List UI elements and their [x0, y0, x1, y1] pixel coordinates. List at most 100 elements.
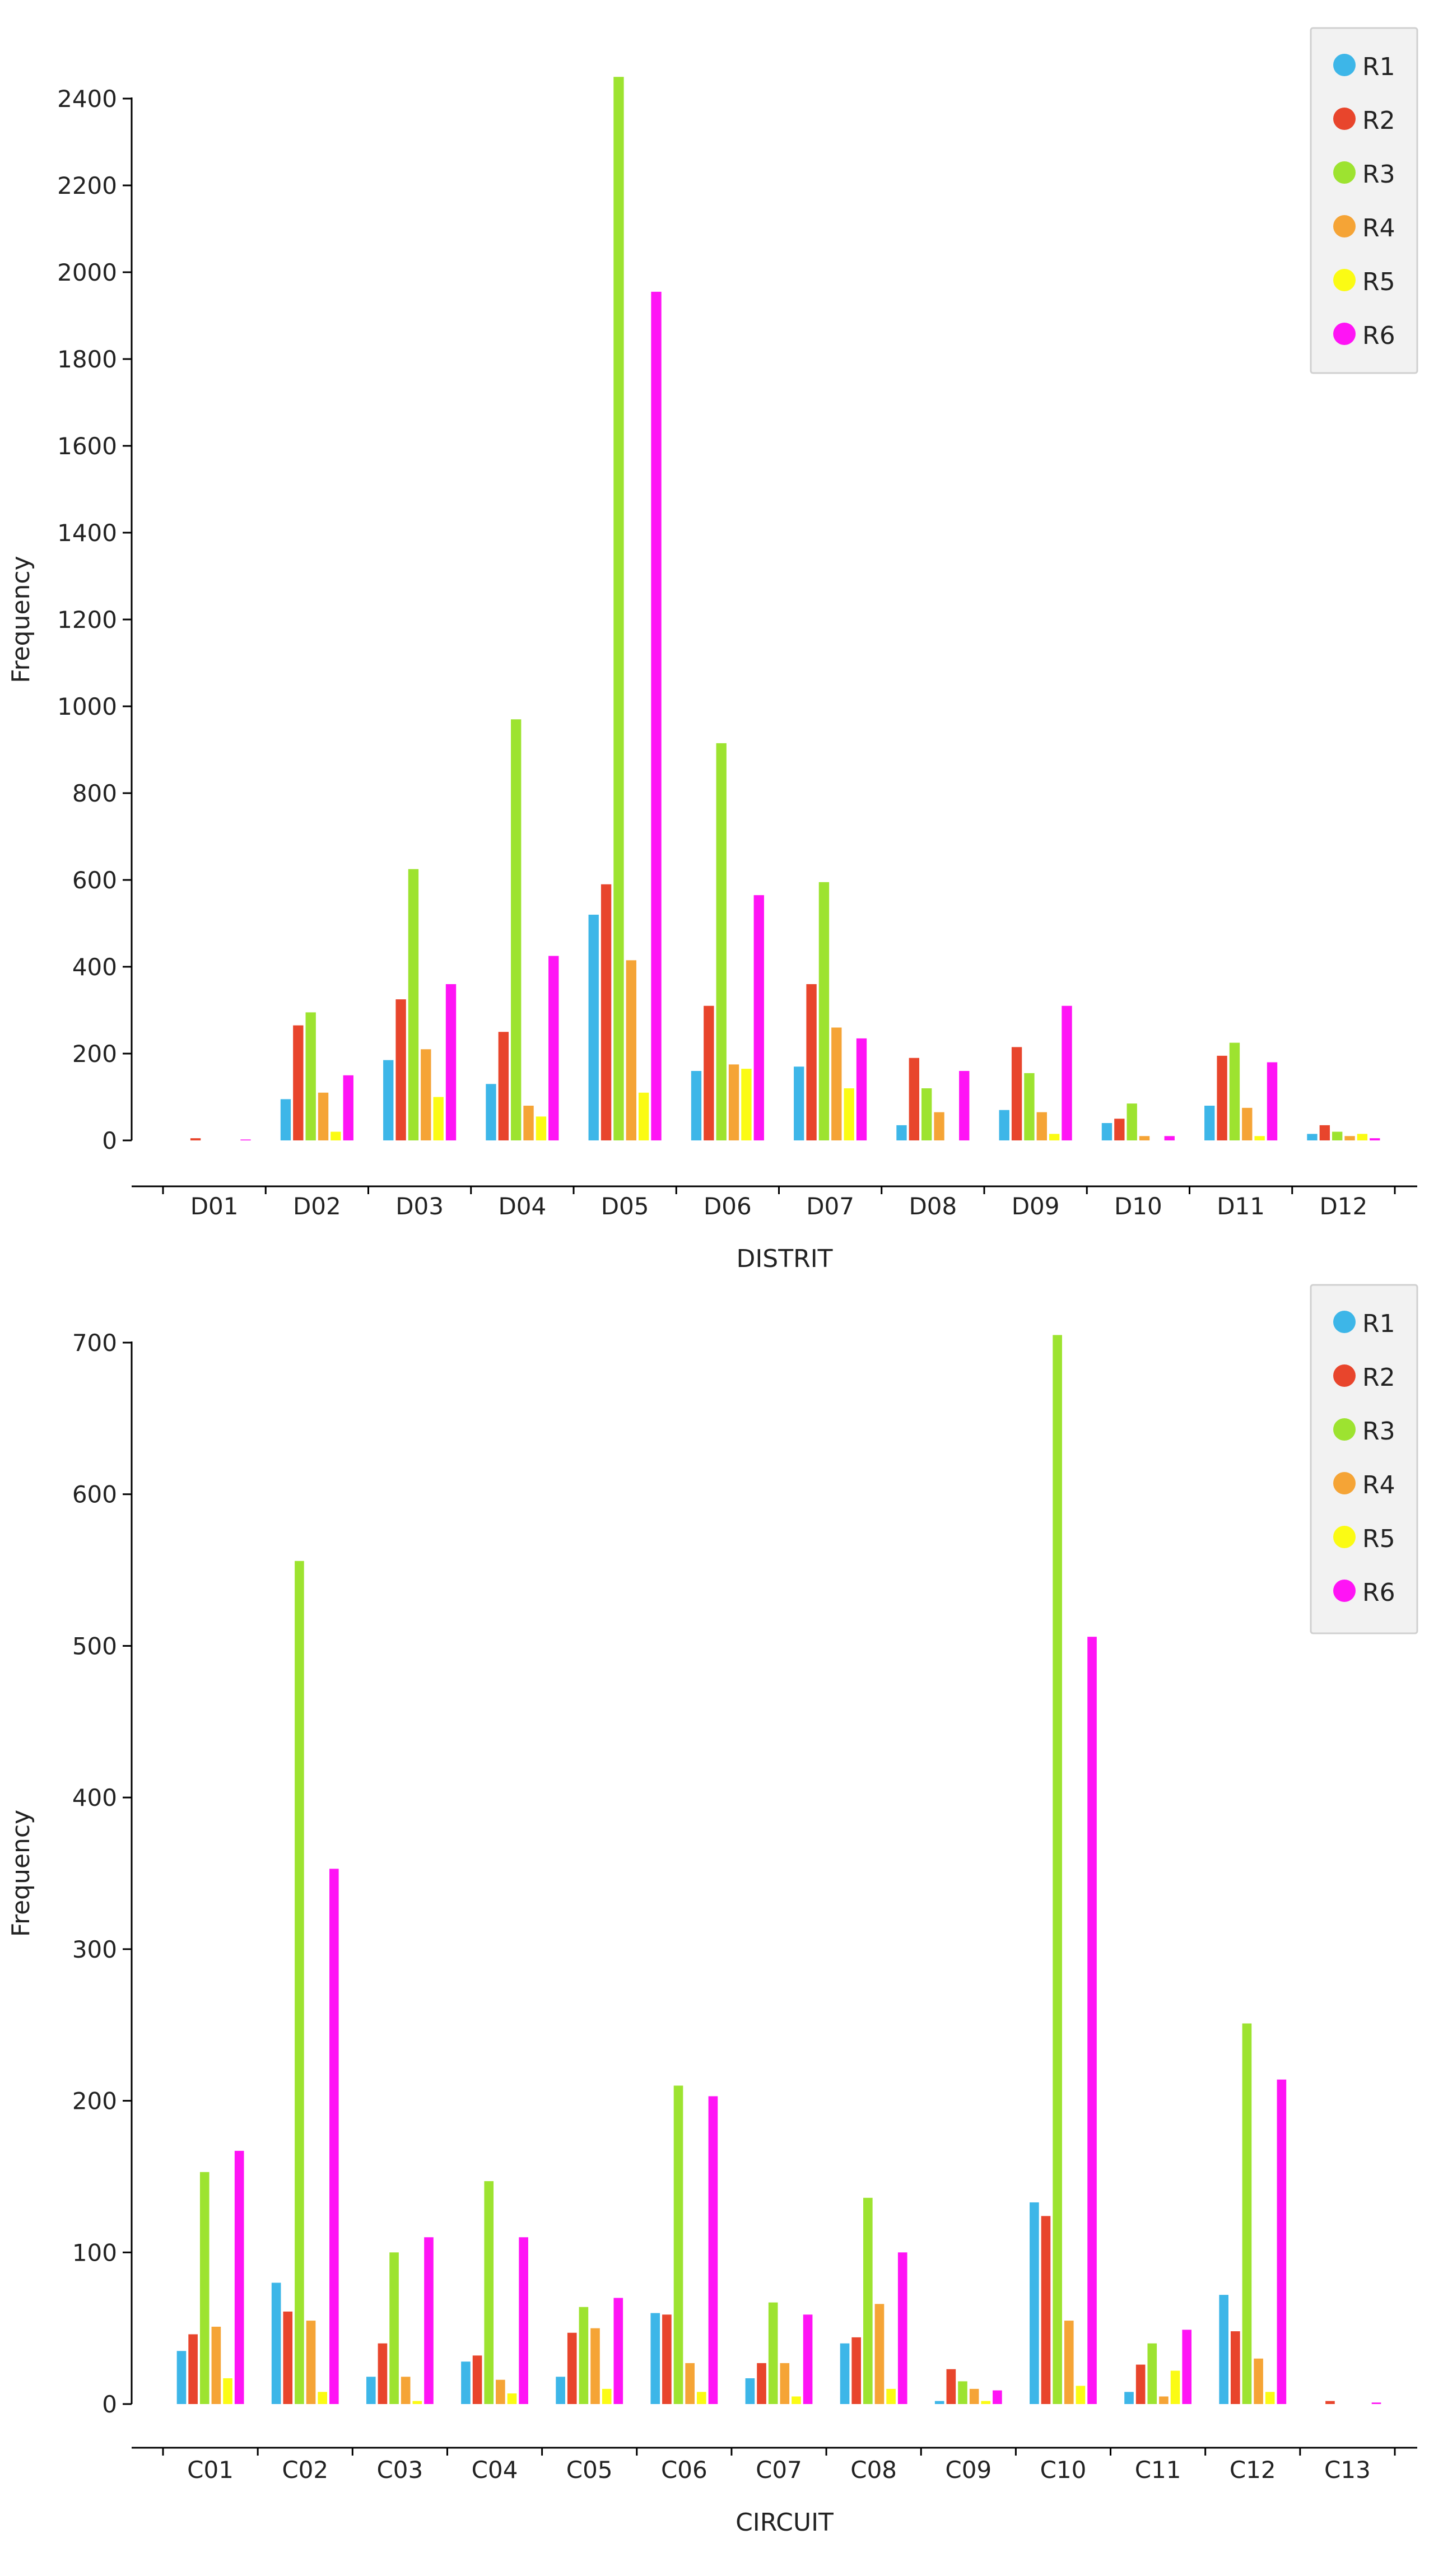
bar-R4-C02: [306, 2321, 316, 2404]
bar-R2-C12: [1230, 2331, 1240, 2404]
bar-R3-D08: [921, 1088, 932, 1140]
legend: R1 R2 R3 R4 R5 R6: [1310, 27, 1418, 374]
legend-swatch-R5: [1333, 269, 1356, 291]
bar-R5-D05: [638, 1092, 649, 1140]
legend-swatch-R3: [1333, 161, 1356, 184]
category-group-C10: [1030, 1335, 1097, 2404]
category-group-D05: [588, 77, 662, 1140]
bar-R5-D07: [844, 1088, 854, 1140]
legend-label-R2: R2: [1362, 106, 1395, 135]
y-tick-label: 1000: [57, 693, 117, 720]
y-tick-label: 800: [72, 780, 117, 807]
x-tick-label: C03: [376, 2456, 423, 2484]
legend-swatch-R5: [1333, 1526, 1356, 1548]
bar-R4-D08: [934, 1112, 944, 1140]
y-tick-label: 2000: [57, 259, 117, 286]
bar-R4-C01: [211, 2326, 221, 2404]
y-tick-label: 0: [102, 1127, 117, 1154]
bar-R6-C08: [897, 2252, 907, 2404]
bar-R6-D04: [548, 956, 559, 1140]
legend-swatch-R4: [1333, 215, 1356, 237]
x-tick-label: D03: [395, 1192, 444, 1220]
x-tick-label: D07: [806, 1192, 854, 1220]
y-tick-label: 200: [72, 1040, 117, 1068]
category-group-C08: [840, 2197, 907, 2404]
category-group-C01: [176, 2150, 244, 2404]
bar-R6-C06: [708, 2096, 718, 2404]
bar-R2-C02: [283, 2311, 293, 2404]
category-group-D08: [896, 1058, 970, 1140]
bar-R2-C10: [1041, 2216, 1051, 2404]
bar-R1-C09: [934, 2401, 944, 2404]
y-tick-label: 300: [72, 1936, 117, 1963]
y-tick-label: 400: [72, 1784, 117, 1811]
bar-R6-C03: [424, 2237, 434, 2404]
bar-R1-C06: [650, 2313, 660, 2404]
bar-R4-C08: [874, 2304, 885, 2404]
category-group-C04: [461, 2181, 528, 2404]
bar-R6-D03: [445, 984, 457, 1140]
bar-R2-C05: [567, 2332, 577, 2404]
bar-R6-C13: [1371, 2402, 1381, 2404]
bar-R4-D02: [318, 1092, 329, 1140]
bar-R3-D07: [818, 882, 830, 1140]
bar-R1-C04: [461, 2361, 471, 2404]
bar-R2-C04: [472, 2355, 482, 2404]
x-tick-label: C12: [1230, 2456, 1276, 2484]
bar-R2-D10: [1114, 1119, 1125, 1140]
bar-R4-C09: [969, 2388, 979, 2404]
bar-R3-C06: [673, 2085, 683, 2404]
bar-R6-D05: [651, 291, 662, 1140]
y-tick-label: 200: [72, 2088, 117, 2115]
x-tick-label: C09: [945, 2456, 992, 2484]
bar-R3-C02: [295, 1560, 304, 2404]
x-axis-title: CIRCUIT: [736, 2508, 834, 2537]
bar-R3-D11: [1229, 1042, 1240, 1140]
y-tick-label: 1600: [57, 432, 117, 460]
category-group-D12: [1307, 1125, 1380, 1140]
y-axis-title: Frequency: [7, 1810, 35, 1937]
bar-R6-D02: [343, 1075, 353, 1140]
legend-swatch-R1: [1333, 1311, 1356, 1333]
legend-label-R2: R2: [1362, 1363, 1395, 1392]
bar-R4-D05: [626, 960, 636, 1140]
bar-R4-C10: [1064, 2321, 1074, 2404]
bar-R1-D05: [588, 915, 599, 1140]
x-tick-label: D08: [909, 1192, 957, 1220]
bar-R5-C09: [981, 2401, 991, 2404]
bar-R5-C12: [1265, 2392, 1275, 2404]
category-group-D02: [280, 1012, 353, 1140]
x-tick-label: C10: [1040, 2456, 1087, 2484]
x-tick-label: C04: [472, 2456, 518, 2484]
bar-R2-D07: [806, 984, 817, 1140]
x-tick-label: D06: [704, 1192, 752, 1220]
bar-R4-C05: [590, 2328, 600, 2404]
bar-R3-C01: [199, 2172, 210, 2404]
bar-R1-D10: [1101, 1123, 1112, 1140]
legend-label-R6: R6: [1362, 1578, 1395, 1607]
chart-2: 0 100 200 300 400 500 600 700 Frequency CIRCUIT C0…: [7, 1284, 1418, 2537]
legend-swatch-R1: [1333, 54, 1356, 76]
y-tick-label: 2200: [57, 172, 117, 199]
legend-label-R3: R3: [1362, 160, 1395, 189]
bar-R4-C03: [401, 2377, 411, 2404]
bar-R6-D08: [959, 1071, 970, 1140]
bar-R3-C05: [579, 2307, 589, 2404]
bar-R1-D03: [383, 1060, 394, 1140]
category-group-C06: [650, 2085, 718, 2404]
bar-R3-C04: [484, 2181, 494, 2404]
bar-R3-D10: [1127, 1103, 1137, 1140]
bar-R5-C01: [223, 2378, 232, 2404]
bar-R5-C04: [507, 2393, 517, 2404]
y-tick-label: 500: [72, 1632, 117, 1660]
bar-R4-D04: [523, 1106, 534, 1140]
legend-label-R1: R1: [1362, 1310, 1395, 1338]
bar-R1-C07: [745, 2378, 755, 2404]
legend-swatch-R2: [1333, 108, 1356, 130]
bar-R3-D09: [1024, 1073, 1035, 1140]
bar-R2-C13: [1325, 2401, 1335, 2404]
bar-R1-C03: [366, 2377, 376, 2404]
bar-R2-C06: [662, 2314, 672, 2404]
category-group-C05: [556, 2298, 623, 2404]
x-tick-label: D02: [293, 1192, 341, 1220]
